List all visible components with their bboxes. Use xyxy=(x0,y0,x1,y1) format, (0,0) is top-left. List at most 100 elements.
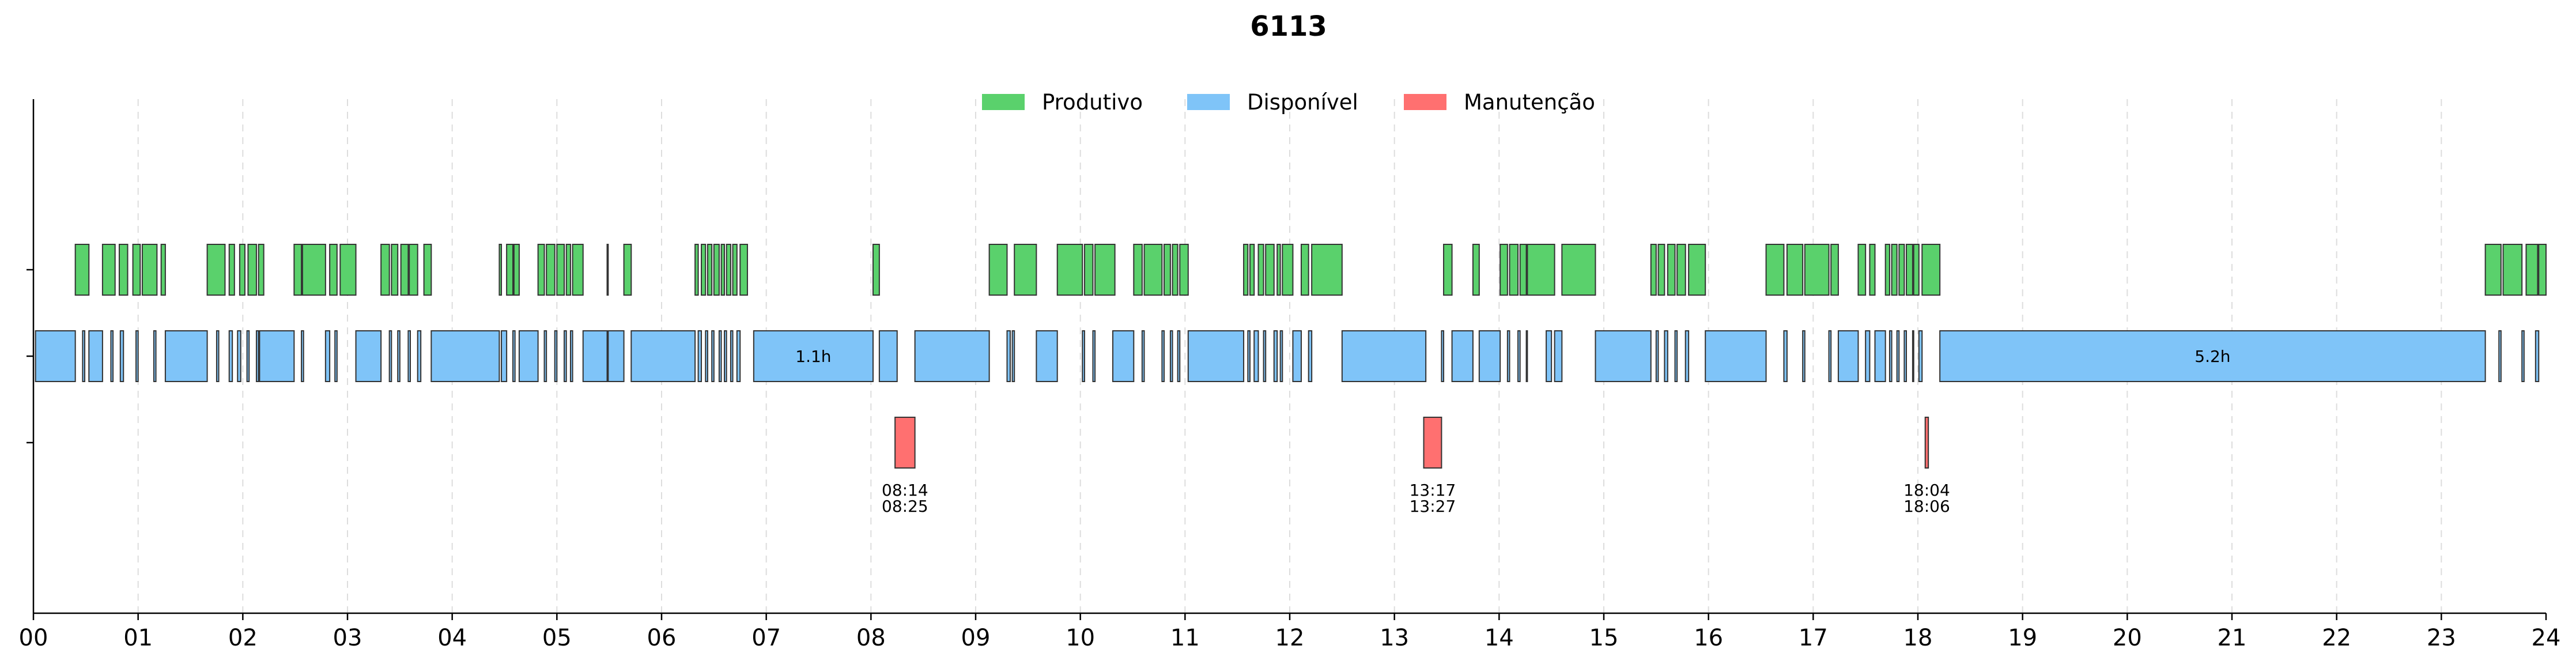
bar-produtivo xyxy=(339,244,357,296)
maintenance-start-label: 18:04 xyxy=(1903,481,1950,500)
bar-produtivo xyxy=(1650,244,1657,296)
bar-disponível xyxy=(878,330,898,382)
bar-produtivo xyxy=(1056,244,1083,296)
x-tick-label: 12 xyxy=(1275,625,1305,651)
maintenance-start-label: 13:17 xyxy=(1410,481,1456,500)
bar-produtivo xyxy=(1179,244,1189,296)
bar-disponível xyxy=(1006,330,1011,382)
bar-disponível xyxy=(2521,330,2525,382)
bar-produtivo xyxy=(694,244,699,296)
bar-disponível xyxy=(259,330,295,382)
bar-produtivo xyxy=(1282,244,1294,296)
bar-disponível xyxy=(564,330,567,382)
bar-produtivo xyxy=(1172,244,1179,296)
bar-disponível xyxy=(407,330,411,382)
bar-produtivo xyxy=(1857,244,1867,296)
bar-produtivo xyxy=(228,244,235,296)
bar-produtivo xyxy=(1869,244,1876,296)
bar-disponível xyxy=(711,330,715,382)
bar-disponível xyxy=(355,330,382,382)
bar-disponível xyxy=(1341,330,1427,382)
bar-disponível xyxy=(1517,330,1521,382)
bar-disponível xyxy=(1837,330,1859,382)
x-tick-label: 00 xyxy=(19,625,48,651)
bar-disponível xyxy=(543,330,547,382)
bar-produtivo xyxy=(1265,244,1275,296)
bar-disponível xyxy=(397,330,401,382)
bar-disponível xyxy=(1478,330,1501,382)
bar-produtivo xyxy=(1804,244,1830,296)
bar-disponível xyxy=(1011,330,1015,382)
bar-produtivo xyxy=(380,244,390,296)
x-tick-label: 19 xyxy=(2008,625,2037,651)
bar-produtivo xyxy=(329,244,338,296)
bar-disponível xyxy=(1092,330,1096,382)
bar-produtivo xyxy=(1300,244,1309,296)
bar-disponível xyxy=(1595,330,1652,382)
bar-produtivo xyxy=(301,244,326,296)
bar-disponível xyxy=(1036,330,1058,382)
bar-produtivo xyxy=(74,244,90,296)
bar-produtivo xyxy=(2484,244,2502,296)
bar-disponível xyxy=(1451,330,1474,382)
bar-disponível xyxy=(1263,330,1267,382)
bar-produtivo xyxy=(423,244,432,296)
bar-produtivo xyxy=(1898,244,1905,296)
bar-produtivo xyxy=(1443,244,1453,296)
bar-manutenção xyxy=(1924,417,1929,469)
bar-disponível xyxy=(119,330,124,382)
x-tick-label: 17 xyxy=(1799,625,1828,651)
bar-disponível xyxy=(1273,330,1278,382)
bar-disponível xyxy=(1441,330,1445,382)
legend-label: Disponível xyxy=(1247,90,1358,115)
bar-produtivo xyxy=(101,244,116,296)
bar-produtivo xyxy=(1561,244,1596,296)
x-tick-label: 08 xyxy=(856,625,886,651)
bar-disponível xyxy=(1674,330,1678,382)
bar-manutenção xyxy=(1423,417,1442,469)
bar-produtivo xyxy=(1913,244,1920,296)
bar-produtivo xyxy=(556,244,565,296)
bar-produtivo xyxy=(258,244,265,296)
bar-disponível xyxy=(697,330,702,382)
bar-disponível xyxy=(1664,330,1668,382)
bars-layer xyxy=(35,244,2547,469)
bar-disponível xyxy=(1187,330,1245,382)
bar-disponível xyxy=(1525,330,1528,382)
bar-disponível xyxy=(1918,330,1923,382)
bar-disponível xyxy=(1783,330,1788,382)
x-tick-label: 10 xyxy=(1066,625,1095,651)
bar-disponível xyxy=(1939,330,2486,382)
bar-produtivo xyxy=(1083,244,1094,296)
bar-disponível xyxy=(582,330,608,382)
bar-disponível xyxy=(246,330,250,382)
maintenance-end-label: 08:25 xyxy=(882,497,928,516)
bar-produtivo xyxy=(293,244,303,296)
bar-produtivo xyxy=(546,244,556,296)
x-tick-label: 24 xyxy=(2532,625,2561,651)
bar-disponível xyxy=(1292,330,1302,382)
bar-disponível xyxy=(1874,330,1886,382)
bar-produtivo xyxy=(1257,244,1264,296)
bar-disponível xyxy=(1705,330,1767,382)
bar-disponível xyxy=(1912,330,1914,382)
maintenance-end-label: 13:27 xyxy=(1410,497,1456,516)
x-tick-label: 21 xyxy=(2218,625,2247,651)
legend-swatch xyxy=(982,94,1025,110)
bar-produtivo xyxy=(1143,244,1163,296)
bar-produtivo xyxy=(1014,244,1037,296)
bar-disponível xyxy=(607,330,625,382)
bar-disponível xyxy=(135,330,139,382)
bar-produtivo xyxy=(1921,244,1941,296)
bar-produtivo xyxy=(1472,244,1480,296)
bar-disponível xyxy=(88,330,103,382)
x-tick-label: 11 xyxy=(1170,625,1200,651)
bar-produtivo xyxy=(872,244,880,296)
x-tick-label: 07 xyxy=(751,625,781,651)
bar-disponível xyxy=(914,330,990,382)
bar-produtivo xyxy=(409,244,418,296)
bar-disponível xyxy=(153,330,157,382)
legend-label: Manutenção xyxy=(1464,90,1595,115)
